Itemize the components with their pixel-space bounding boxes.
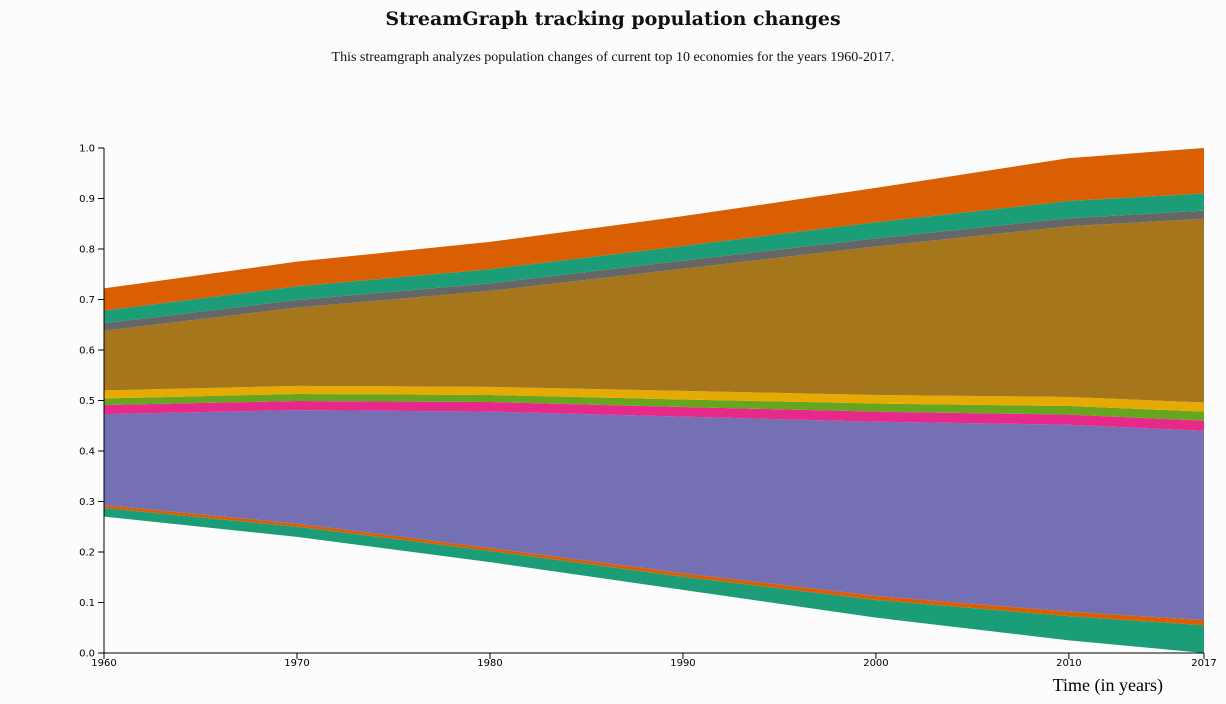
x-tick-label: 1970 xyxy=(284,658,309,669)
x-tick: 1990 xyxy=(670,653,696,669)
x-tick: 2000 xyxy=(863,653,889,669)
y-tick: 0.2 xyxy=(79,548,104,559)
x-tick: 1970 xyxy=(284,653,310,669)
y-tick-label: 0.7 xyxy=(79,295,95,306)
y-tick-label: 0.3 xyxy=(79,497,95,508)
y-tick-label: 0.1 xyxy=(79,598,95,609)
y-tick-label: 0.8 xyxy=(79,245,95,256)
x-tick-label: 1960 xyxy=(91,658,116,669)
stream-layer-8 xyxy=(104,210,1204,331)
y-tick-label: 0.9 xyxy=(79,194,95,205)
x-tick: 2010 xyxy=(1056,653,1082,669)
y-tick: 0.7 xyxy=(79,295,104,306)
y-tick: 0.8 xyxy=(79,245,104,256)
chart-title: StreamGraph tracking population changes xyxy=(385,8,841,30)
x-tick: 1960 xyxy=(91,653,117,669)
stream-layer-7 xyxy=(104,218,1204,403)
y-axis: 0.0 0.1 0.2 0.3 0.4 0.5 0.6 0.7 0.8 0.9 1.0 xyxy=(79,144,105,660)
stream-layer-6 xyxy=(104,385,1204,412)
y-tick: 1.0 xyxy=(79,144,104,155)
stream-layer-3 xyxy=(104,410,1204,621)
x-axis-label: Time (in years) xyxy=(1053,675,1163,696)
stream-layers xyxy=(104,148,1204,653)
y-tick-label: 0.2 xyxy=(79,548,95,559)
y-tick: 0.4 xyxy=(79,447,104,458)
stream-layer-1 xyxy=(104,508,1204,653)
y-tick-label: 0.6 xyxy=(79,346,95,357)
stream-layer-9 xyxy=(104,193,1204,324)
x-tick-label: 2010 xyxy=(1056,658,1081,669)
stream-layer-2 xyxy=(104,505,1204,626)
stream-layer-5 xyxy=(104,393,1204,421)
y-tick: 0.5 xyxy=(79,396,104,407)
x-tick-label: 2000 xyxy=(863,658,888,669)
x-tick-label: 2017 xyxy=(1191,658,1216,669)
y-tick: 0.9 xyxy=(79,194,104,205)
x-tick-label: 1990 xyxy=(670,658,695,669)
y-tick-label: 0.5 xyxy=(79,396,95,407)
x-tick-label: 1980 xyxy=(477,658,502,669)
y-tick: 0.0 xyxy=(79,649,104,660)
chart-subtitle: This streamgraph analyzes population cha… xyxy=(331,50,895,65)
y-tick-label: 0.4 xyxy=(79,447,95,458)
x-axis: 1960 1970 1980 1990 2000 2010 2017 xyxy=(91,652,1217,669)
y-tick: 0.6 xyxy=(79,346,104,357)
y-tick: 0.3 xyxy=(79,497,104,508)
y-tick-label: 1.0 xyxy=(79,144,95,155)
stream-layer-4 xyxy=(104,401,1204,431)
y-tick-label: 0.0 xyxy=(79,649,95,660)
x-tick: 1980 xyxy=(477,653,503,669)
y-tick: 0.1 xyxy=(79,598,104,609)
x-tick: 2017 xyxy=(1191,653,1217,669)
stream-layer-10 xyxy=(104,148,1204,311)
